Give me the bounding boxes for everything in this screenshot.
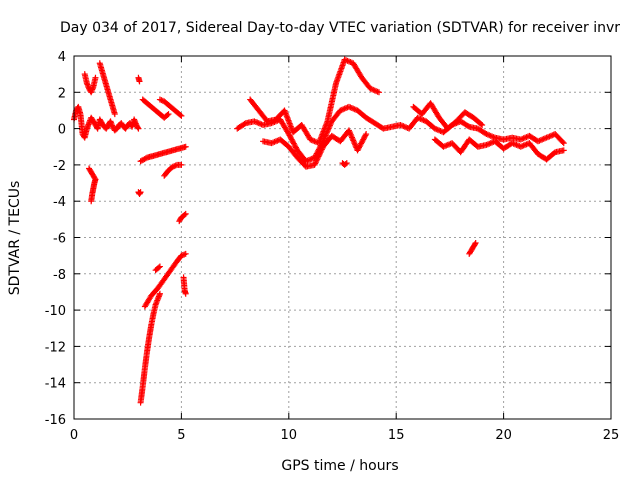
axis-ticks: 0 5 10 15 20 25 -16 -14 -12 -10 -8 -6 -4 -2 0 2 4 <box>45 50 620 443</box>
y-tick-label: 0 <box>58 123 66 138</box>
y-tick-label: 4 <box>58 50 66 65</box>
data-point <box>178 112 185 119</box>
x-tick-label: 20 <box>495 428 512 443</box>
data-point <box>165 111 172 118</box>
data-point <box>316 150 323 157</box>
x-axis-label: GPS time / hours <box>281 458 398 474</box>
data-point <box>376 89 383 96</box>
y-tick-label: -16 <box>45 413 66 428</box>
data-point <box>342 160 349 167</box>
data-point <box>135 125 142 132</box>
data-point <box>182 143 189 150</box>
data-point <box>182 290 189 297</box>
x-tick-label: 25 <box>603 428 620 443</box>
data-point <box>92 74 99 81</box>
data-point <box>559 138 566 145</box>
data-point <box>92 176 99 183</box>
data-point <box>478 121 485 128</box>
data-point <box>156 290 163 297</box>
x-tick-label: 15 <box>388 428 405 443</box>
data-point <box>164 111 171 118</box>
x-tick-label: 10 <box>281 428 298 443</box>
y-tick-label: -8 <box>53 268 66 283</box>
data-point <box>318 146 325 153</box>
data-point <box>241 120 248 127</box>
data-point <box>363 131 370 138</box>
data-point <box>314 154 321 161</box>
data-point <box>312 160 319 167</box>
data-point <box>313 157 320 164</box>
data-point <box>178 161 185 168</box>
data-point <box>482 130 489 137</box>
data-point <box>182 210 189 217</box>
data-point <box>471 241 478 248</box>
y-tick-label: -4 <box>53 195 66 210</box>
data-point <box>177 111 184 118</box>
data-point <box>134 124 141 131</box>
data-point <box>137 189 144 196</box>
data-point <box>362 132 369 139</box>
data-point <box>311 161 318 168</box>
data-point <box>343 160 350 167</box>
data-point <box>560 147 567 154</box>
y-tick-label: -2 <box>53 159 66 174</box>
data-points <box>71 56 567 406</box>
x-tick-label: 5 <box>177 428 185 443</box>
data-point <box>314 156 321 163</box>
data-point <box>156 263 163 270</box>
data-point <box>465 123 472 130</box>
y-axis-label: SDTVAR / TECUs <box>7 181 23 296</box>
y-tick-label: -6 <box>53 232 66 247</box>
chart-title: Day 034 of 2017, Sidereal Day-to-day VTE… <box>60 20 620 36</box>
y-tick-label: -12 <box>45 340 66 355</box>
data-point <box>560 140 567 147</box>
data-point <box>111 111 118 118</box>
data-point <box>315 153 322 160</box>
x-tick-label: 0 <box>70 428 78 443</box>
data-point <box>182 250 189 257</box>
data-point <box>316 152 323 159</box>
y-tick-label: -10 <box>45 304 66 319</box>
data-point <box>136 78 143 85</box>
data-point <box>479 121 486 128</box>
y-tick-label: 2 <box>58 86 66 101</box>
data-point <box>472 239 479 246</box>
data-point <box>317 149 324 156</box>
data-point <box>155 264 162 271</box>
data-point <box>312 159 319 166</box>
y-tick-label: -14 <box>45 377 66 392</box>
data-point <box>318 147 325 154</box>
data-point <box>181 211 188 218</box>
